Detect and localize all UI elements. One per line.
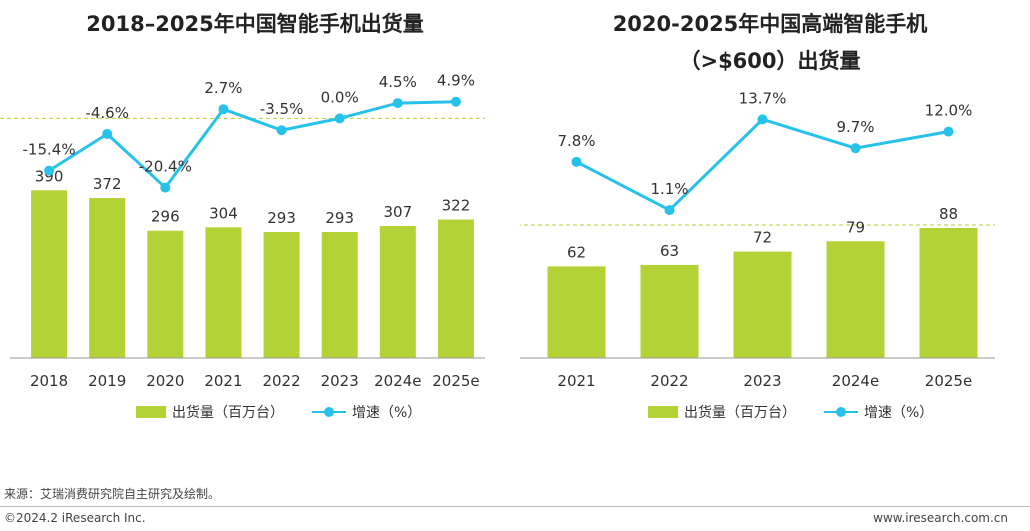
x-tick-label-2022: 2022: [650, 372, 688, 390]
x-tick-label-2021: 2021: [204, 372, 242, 390]
growth-label-2021: 2.7%: [204, 79, 242, 97]
growth-point-2022: [664, 205, 675, 216]
growth-point-2018: [44, 165, 55, 176]
bar-label-2019: 372: [93, 175, 122, 193]
chart-left-title: 2018–2025年中国智能手机出货量: [86, 12, 424, 36]
bar-label-2021: 304: [209, 204, 238, 222]
growth-point-2022: [276, 125, 287, 136]
copyright: ©2024.2 iResearch Inc.: [4, 511, 146, 525]
bar-2023: [733, 251, 792, 358]
growth-label-2022: -3.5%: [260, 100, 304, 118]
bar-label-2022: 63: [660, 242, 679, 260]
x-tick-label-2024e: 2024e: [832, 372, 879, 390]
bar-label-2025e: 322: [442, 197, 471, 215]
footer-divider: [0, 506, 1030, 507]
x-tick-label-2023: 2023: [321, 372, 359, 390]
bar-2025e: [437, 219, 474, 358]
x-tick-label-2019: 2019: [88, 372, 126, 390]
growth-point-2019: [102, 128, 113, 139]
premium-smartphone-shipments-chart: 62 2021 63 2022 72 2023 79 2024e 88 2025e 7.8% 1.1%…: [520, 89, 995, 390]
legend-item-shipments: 出货量（百万台）: [136, 402, 284, 422]
x-tick-label-2023: 2023: [743, 372, 781, 390]
bar-label-2021: 62: [567, 243, 586, 261]
growth-label-2024e: 9.7%: [836, 118, 874, 136]
bar-label-2024e: 307: [383, 203, 412, 221]
chart-right-title-line1: 2020-2025年中国高端智能手机: [612, 12, 928, 36]
legend-line-swatch: [824, 406, 858, 418]
legend-bar-label: 出货量（百万台）: [684, 405, 796, 421]
chart-right-legend: 出货量（百万台） 增速（%）: [648, 402, 961, 422]
growth-label-2025e: 4.9%: [437, 72, 475, 90]
growth-label-2024e: 4.5%: [379, 73, 417, 91]
bar-label-2023: 72: [753, 229, 772, 247]
chart-left-legend: 出货量（百万台） 增速（%）: [136, 402, 449, 422]
bar-label-2018: 390: [35, 167, 64, 185]
bar-label-2025e: 88: [939, 205, 958, 223]
growth-label-2018: -15.4%: [23, 141, 76, 159]
bar-2025e: [919, 227, 978, 358]
x-tick-label-2025e: 2025e: [925, 372, 972, 390]
legend-bar-swatch: [136, 406, 166, 418]
bar-2022: [263, 232, 300, 358]
bar-label-2020: 296: [151, 208, 180, 226]
bar-2021: [547, 266, 606, 358]
growth-label-2023: 13.7%: [739, 89, 787, 107]
growth-point-2024e: [850, 143, 861, 154]
bar-2019: [89, 198, 126, 358]
bar-2018: [31, 190, 68, 358]
bar-label-2022: 293: [267, 209, 296, 227]
growth-point-2023: [334, 113, 345, 124]
source-note: 来源：艾瑞消费研究院自主研究及绘制。: [4, 487, 221, 501]
x-tick-label-2025e: 2025e: [432, 372, 479, 390]
smartphone-shipments-chart: 390 2018 372 2019 296 2020 304 2021 293 2022 293 20…: [0, 72, 485, 390]
legend-item-growth: 增速（%）: [824, 402, 933, 422]
x-tick-label-2024e: 2024e: [374, 372, 421, 390]
legend-item-growth: 增速（%）: [312, 402, 421, 422]
legend-item-shipments: 出货量（百万台）: [648, 402, 796, 422]
bar-label-2024e: 79: [846, 218, 865, 236]
growth-label-2019: -4.6%: [85, 104, 129, 122]
growth-point-2021: [571, 156, 582, 167]
bar-2024e: [379, 225, 416, 358]
growth-point-2020: [160, 182, 171, 193]
growth-point-2025e: [450, 96, 461, 107]
growth-line: [575, 117, 949, 212]
x-tick-label-2022: 2022: [262, 372, 300, 390]
growth-label-2022: 1.1%: [650, 180, 688, 198]
legend-line-label: 增速（%）: [864, 405, 934, 421]
growth-point-2025e: [943, 126, 954, 137]
legend-line-swatch: [312, 406, 346, 418]
growth-line: [48, 100, 456, 190]
legend-bar-label: 出货量（百万台）: [172, 405, 284, 421]
legend-bar-swatch: [648, 406, 678, 418]
bar-label-2023: 293: [325, 209, 354, 227]
growth-point-2023: [757, 114, 768, 125]
growth-label-2023: 0.0%: [321, 88, 359, 106]
growth-label-2020: -20.4%: [139, 158, 192, 176]
chart-right-title-line2: （>$600）出货量: [679, 49, 861, 73]
growth-point-2021: [218, 104, 229, 115]
growth-label-2025e: 12.0%: [925, 102, 973, 120]
bar-2021: [205, 227, 242, 358]
legend-line-label: 增速（%）: [352, 405, 422, 421]
bar-2023: [321, 232, 358, 358]
growth-label-2021: 7.8%: [557, 132, 595, 150]
x-tick-label-2020: 2020: [146, 372, 184, 390]
x-tick-label-2018: 2018: [30, 372, 68, 390]
website-link[interactable]: www.iresearch.com.cn: [873, 511, 1008, 525]
bar-2020: [147, 230, 184, 358]
growth-point-2024e: [392, 98, 403, 109]
x-tick-label-2021: 2021: [557, 372, 595, 390]
bar-2024e: [826, 241, 885, 358]
bar-2022: [640, 264, 699, 358]
